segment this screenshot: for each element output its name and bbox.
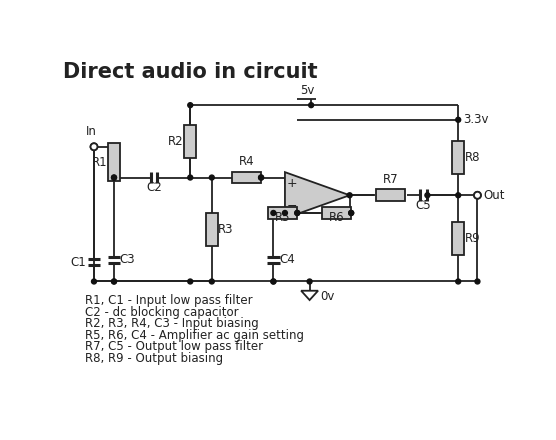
Circle shape [91, 143, 97, 150]
Text: R7, C5 - Output low pass filter: R7, C5 - Output low pass filter [85, 341, 263, 353]
Circle shape [282, 210, 287, 216]
Bar [453, 222, 464, 254]
Text: R9: R9 [465, 232, 480, 245]
Text: R3: R3 [218, 223, 234, 236]
Circle shape [210, 175, 214, 180]
Circle shape [259, 175, 264, 180]
Text: C1: C1 [71, 256, 87, 269]
Text: 5v: 5v [300, 84, 315, 97]
Circle shape [92, 279, 96, 284]
Text: C2: C2 [146, 181, 162, 194]
Text: −: − [287, 200, 297, 213]
Circle shape [210, 279, 214, 284]
Circle shape [112, 175, 116, 180]
Circle shape [295, 210, 300, 216]
Text: In: In [86, 125, 96, 138]
Circle shape [188, 103, 193, 108]
Circle shape [474, 192, 481, 199]
Text: R6: R6 [329, 211, 344, 224]
Text: R4: R4 [239, 155, 254, 168]
Text: R8: R8 [465, 151, 480, 164]
Text: C4: C4 [279, 253, 295, 267]
Bar [376, 190, 405, 201]
Bar [206, 213, 217, 246]
Circle shape [347, 193, 352, 198]
Circle shape [309, 103, 314, 108]
Bar [185, 125, 196, 158]
Text: C2 - dc blocking capacitor: C2 - dc blocking capacitor [85, 306, 239, 319]
Polygon shape [301, 291, 318, 300]
Circle shape [112, 279, 116, 284]
Circle shape [307, 279, 312, 284]
Circle shape [271, 210, 276, 216]
Text: R7: R7 [383, 173, 398, 186]
Text: Direct audio in circuit: Direct audio in circuit [63, 62, 317, 82]
Circle shape [349, 210, 354, 216]
Circle shape [188, 175, 193, 180]
Text: R5, R6, C4 - Amplifier ac gain setting: R5, R6, C4 - Amplifier ac gain setting [85, 329, 304, 342]
Text: R1, C1 - Input low pass filter: R1, C1 - Input low pass filter [85, 294, 252, 307]
Circle shape [91, 143, 97, 150]
Bar [232, 172, 261, 183]
Circle shape [112, 279, 116, 284]
Text: C5: C5 [416, 199, 431, 212]
Bar [322, 207, 351, 219]
Circle shape [349, 210, 354, 216]
Circle shape [271, 279, 276, 284]
Text: R2, R3, R4, C3 - Input biasing: R2, R3, R4, C3 - Input biasing [85, 317, 259, 330]
Text: R5: R5 [275, 211, 290, 224]
Text: R2: R2 [168, 135, 183, 148]
Circle shape [456, 117, 461, 122]
Circle shape [425, 193, 430, 198]
Text: +: + [286, 177, 297, 190]
Circle shape [271, 279, 276, 284]
Circle shape [188, 279, 193, 284]
Circle shape [259, 175, 264, 180]
Circle shape [112, 175, 116, 180]
Circle shape [456, 193, 461, 198]
Circle shape [474, 192, 481, 199]
Bar [453, 141, 464, 174]
Polygon shape [285, 172, 350, 218]
Circle shape [456, 279, 461, 284]
Circle shape [295, 210, 300, 216]
Text: R8, R9 - Output biasing: R8, R9 - Output biasing [85, 352, 223, 365]
Text: Out: Out [484, 189, 505, 202]
Bar [268, 207, 297, 219]
Text: C3: C3 [120, 253, 135, 267]
Text: 3.3v: 3.3v [464, 113, 489, 126]
Circle shape [475, 279, 480, 284]
Bar [108, 143, 120, 181]
Text: R1: R1 [92, 156, 107, 169]
Text: 0v: 0v [320, 290, 335, 304]
